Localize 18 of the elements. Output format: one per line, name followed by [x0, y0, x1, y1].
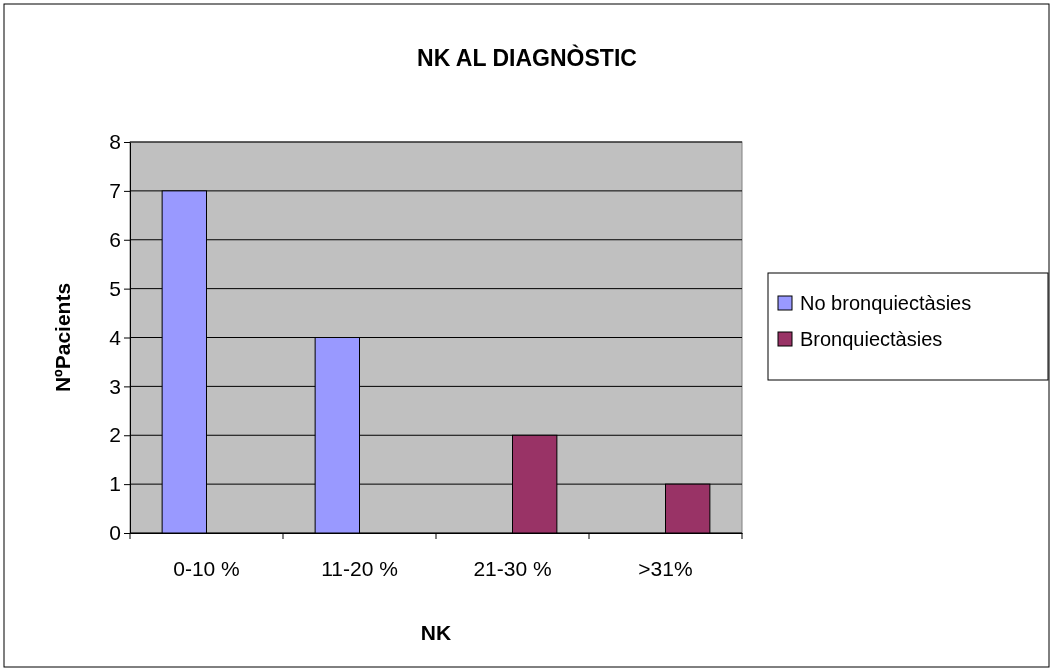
y-tick-label: 8: [109, 130, 121, 154]
y-tick-label: 2: [109, 423, 121, 447]
x-tick-label: 21-30 %: [473, 556, 552, 580]
x-tick-label: 0-10 %: [173, 556, 240, 580]
y-tick-label: 3: [109, 374, 121, 398]
y-axis-title: NºPacients: [51, 282, 74, 393]
x-tick-label: 11-20 %: [321, 556, 398, 580]
legend-label: Bronquiectàsies: [800, 328, 943, 350]
y-tick-label: 4: [109, 325, 122, 349]
y-tick-label: 1: [109, 472, 121, 496]
legend-label: No bronquiectàsies: [800, 292, 972, 314]
y-tick-label: 6: [109, 227, 121, 251]
y-tick-label: 7: [109, 179, 121, 203]
x-tick-label: >31%: [638, 556, 693, 580]
y-tick-label: 0: [109, 521, 121, 545]
y-tick-label: 5: [109, 276, 121, 300]
x-axis-title: NK: [420, 621, 452, 644]
chart-title: NK AL DIAGNÒSTIC: [417, 44, 637, 71]
